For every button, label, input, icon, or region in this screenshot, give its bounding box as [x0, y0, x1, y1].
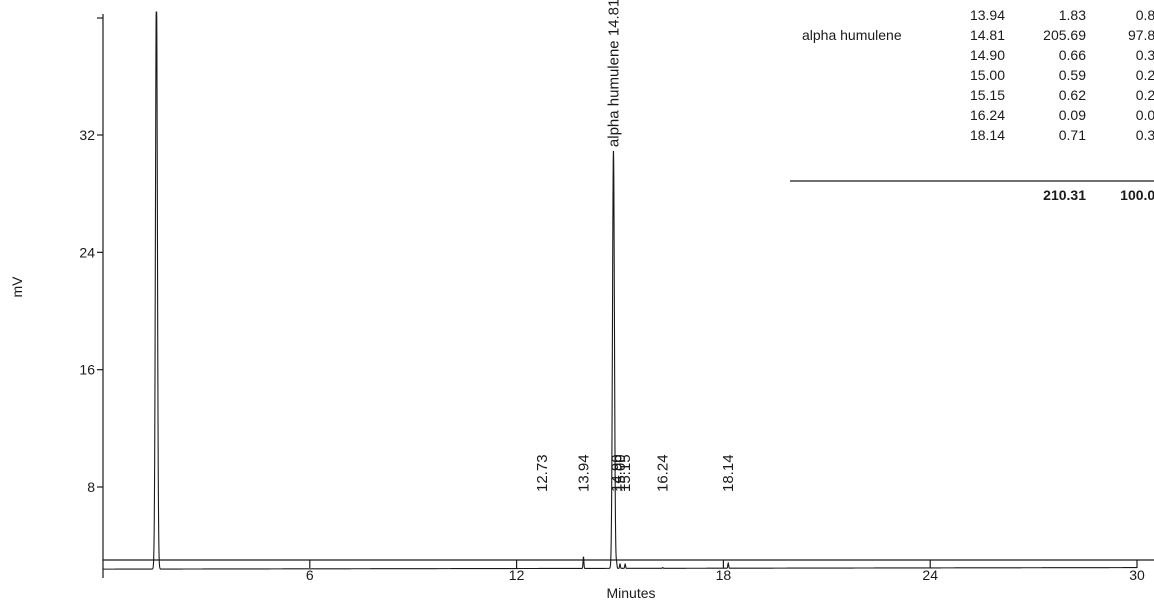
- peak-table-rt: 14.90: [970, 47, 1005, 63]
- peak-table-percent: 0.34: [1136, 127, 1154, 143]
- peak-label: 18.14: [720, 454, 737, 492]
- peak-label: 15.00: [612, 454, 629, 492]
- y-tick-label: 16: [79, 362, 95, 378]
- peak-table-area: 0.71: [1059, 127, 1086, 143]
- peak-table-row: 15.00 0.59 0.28: [970, 67, 1154, 83]
- x-axis-label: Minutes: [606, 585, 655, 601]
- peak-table-rt: 13.94: [970, 7, 1005, 23]
- peak-table-percent: 97.80: [1128, 27, 1154, 43]
- peak-table-rt: 18.14: [970, 127, 1005, 143]
- peak-table-row: 16.24 0.09 0.04: [970, 107, 1154, 123]
- peak-table-percent: 0.04: [1136, 107, 1154, 123]
- peak-table-rt: 16.24: [970, 107, 1005, 123]
- x-tick-label: 24: [922, 567, 938, 583]
- peak-table-area: 0.09: [1059, 107, 1086, 123]
- trace: [103, 11, 1137, 570]
- y-tick-label: 24: [79, 244, 95, 260]
- peak-table-total-percent: 100.00: [1120, 187, 1154, 203]
- x-tick-label: 12: [509, 567, 525, 583]
- peak-table: 13.94 1.83 0.87 alpha humulene 14.81 205.69 97…: [790, 7, 1154, 203]
- peak-table-area: 205.69: [1043, 27, 1086, 43]
- chromatogram-trace: [103, 11, 1137, 570]
- peak-table-row: 15.15 0.62 0.29: [970, 87, 1154, 103]
- peak-label: 16.24: [655, 454, 672, 492]
- peak-table-area: 0.59: [1059, 67, 1086, 83]
- x-tick-label: 30: [1129, 567, 1145, 583]
- peak-label: 12.73: [534, 454, 551, 492]
- peak-table-row: alpha humulene 14.81 205.69 97.80: [802, 27, 1154, 43]
- axes: [102, 14, 1154, 578]
- peak-table-area: 1.83: [1059, 7, 1086, 23]
- peak-label: alpha humulene 14.81: [606, 0, 623, 147]
- peak-table-row: 18.14 0.71 0.34: [970, 127, 1154, 143]
- peak-table-rt: 15.00: [970, 67, 1005, 83]
- peak-table-percent: 0.28: [1136, 67, 1154, 83]
- peak-table-rt: 14.81: [970, 27, 1005, 43]
- peak-table-row: 13.94 1.83 0.87: [970, 7, 1154, 23]
- x-tick-label: 18: [716, 567, 732, 583]
- peak-label: 15.15: [617, 454, 634, 492]
- x-tick-label: 6: [306, 567, 314, 583]
- peak-table-area: 0.62: [1059, 87, 1086, 103]
- y-tick-label: 8: [87, 479, 95, 495]
- y-axis-label: mV: [9, 276, 25, 298]
- peak-table-area: 0.66: [1059, 47, 1086, 63]
- peak-table-rt: 15.15: [970, 87, 1005, 103]
- peak-table-percent: 0.31: [1136, 47, 1154, 63]
- peak-labels: 12.73 13.94 alpha humulene 14.81 14.9015.00…: [534, 0, 737, 492]
- peak-table-percent: 0.87: [1136, 7, 1154, 23]
- peak-table-row: 14.90 0.66 0.31: [970, 47, 1154, 63]
- peak-label: 14.90: [609, 454, 626, 492]
- peak-table-total-area: 210.31: [1043, 187, 1086, 203]
- y-tick-label: 32: [79, 127, 95, 143]
- peak-table-percent: 0.29: [1136, 87, 1154, 103]
- peak-table-name: alpha humulene: [802, 27, 902, 43]
- tick-marks: 8 16 24 32 6 12 18 24 30: [79, 17, 1145, 583]
- peak-label: 13.94: [576, 454, 593, 492]
